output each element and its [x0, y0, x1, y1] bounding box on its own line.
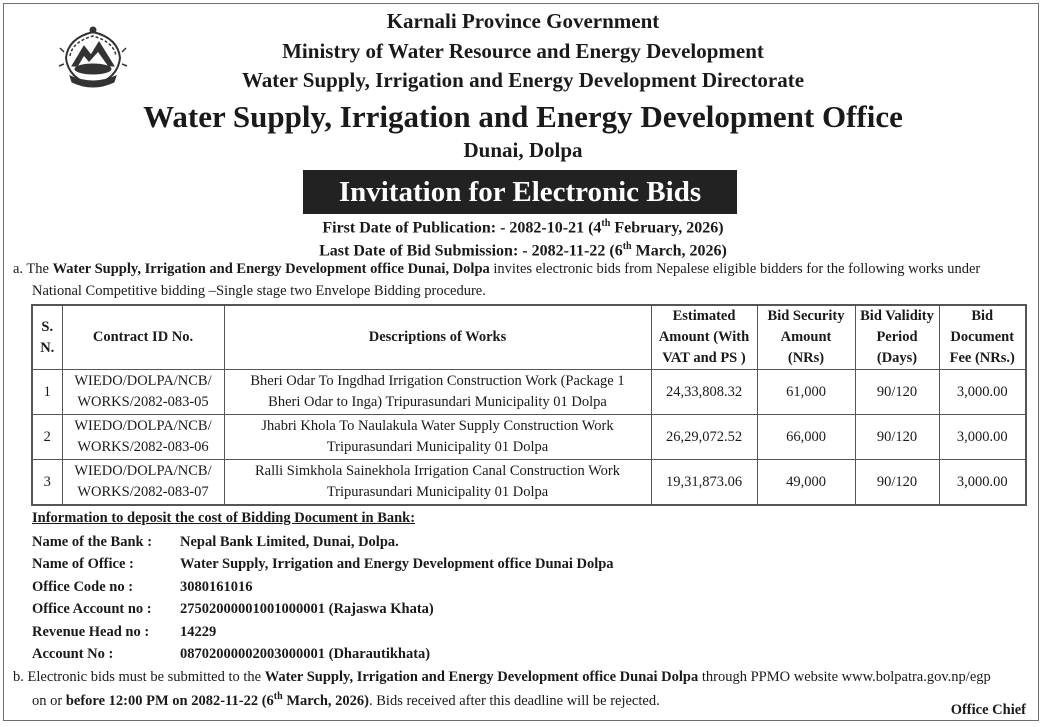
paragraph-a-line2: National Competitive bidding –Single sta… [32, 283, 486, 299]
paragraph-b-line1: b. Electronic bids must be submitted to … [13, 669, 991, 685]
cell-contract-id: WIEDO/DOLPA/NCB/WORKS/2082-083-05 [61, 369, 225, 415]
cell-bid-security: 66,000 [756, 414, 856, 460]
bank-info-title: Information to deposit the cost of Biddi… [32, 510, 416, 526]
last-submission-date: Last Date of Bid Submission: - 2082-11-2… [319, 241, 727, 260]
table-header-row: S. N. Contract ID No. Descriptions of Wor… [31, 304, 1027, 370]
cell-estimated-amount: 24,33,808.32 [650, 369, 758, 415]
cell-document-fee: 3,000.00 [938, 369, 1027, 415]
cell-bid-security: 61,000 [756, 369, 856, 415]
cell-sn: 1 [31, 369, 63, 415]
cell-description: Jhabri Khola To Naulakula Water Supply C… [223, 414, 652, 460]
header-bid-validity: Bid Validity Period (Days) [854, 304, 940, 370]
header-description: Descriptions of Works [223, 304, 652, 370]
ministry-name: Ministry of Water Resource and Energy De… [282, 39, 764, 63]
cell-description: Bheri Odar To Ingdhad Irrigation Constru… [223, 369, 652, 415]
cell-estimated-amount: 19,31,873.06 [650, 459, 758, 506]
header-document-fee: Bid Document Fee (NRs.) [938, 304, 1027, 370]
cell-description: Ralli Simkhola Sainekhola Irrigation Can… [223, 459, 652, 506]
cell-sn: 3 [31, 459, 63, 506]
header-estimated-amount: Estimated Amount (With VAT and PS ) [650, 304, 758, 370]
table-row: 2 WIEDO/DOLPA/NCB/WORKS/2082-083-06 Jhab… [31, 414, 1027, 460]
cell-bid-security: 49,000 [756, 459, 856, 506]
cell-bid-validity: 90/120 [854, 369, 940, 415]
header-bid-security: Bid Security Amount (NRs) [756, 304, 856, 370]
cell-document-fee: 3,000.00 [938, 459, 1027, 506]
government-emblem-icon [58, 26, 128, 88]
cell-contract-id: WIEDO/DOLPA/NCB/WORKS/2082-083-06 [61, 414, 225, 460]
cell-estimated-amount: 26,29,072.52 [650, 414, 758, 460]
header-sn: S. N. [31, 304, 63, 370]
bids-table: S. N. Contract ID No. Descriptions of Wor… [31, 304, 1027, 506]
office-location: Dunai, Dolpa [463, 138, 583, 162]
cell-document-fee: 3,000.00 [938, 414, 1027, 460]
cell-sn: 2 [31, 414, 63, 460]
notice-frame [3, 3, 1039, 721]
table-row: 1 WIEDO/DOLPA/NCB/WORKS/2082-083-05 Bher… [31, 369, 1027, 415]
notice-title-banner: Invitation for Electronic Bids [303, 170, 737, 214]
paragraph-a-line1: a. The Water Supply, Irrigation and Ener… [13, 261, 981, 277]
province-name: Karnali Province Government [386, 9, 660, 33]
cell-bid-validity: 90/120 [854, 414, 940, 460]
table-row: 3 WIEDO/DOLPA/NCB/WORKS/2082-083-07 Rall… [31, 459, 1027, 506]
office-name: Water Supply, Irrigation and Energy Deve… [143, 99, 903, 134]
header-contract-id: Contract ID No. [61, 304, 225, 370]
directorate-name: Water Supply, Irrigation and Energy Deve… [241, 68, 805, 92]
cell-contract-id: WIEDO/DOLPA/NCB/WORKS/2082-083-07 [61, 459, 225, 506]
paragraph-b-line2: on or before 12:00 PM on 2082-11-22 (6th… [32, 691, 660, 709]
cell-bid-validity: 90/120 [854, 459, 940, 506]
signature-office-chief: Office Chief [950, 702, 1026, 718]
first-publication-date: First Date of Publication: - 2082-10-21 … [322, 218, 724, 237]
